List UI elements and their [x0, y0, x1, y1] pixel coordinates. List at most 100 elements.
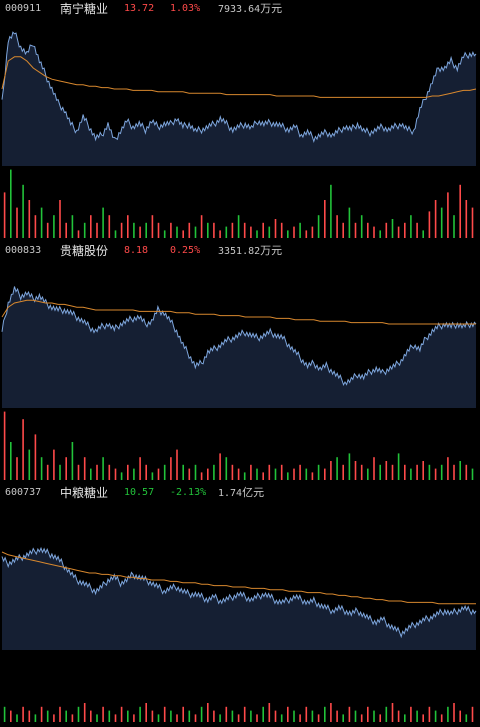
volume-bar: [182, 464, 184, 480]
volume-bar: [262, 706, 264, 722]
volume-bar: [293, 710, 295, 722]
volume-bar: [299, 714, 301, 722]
volume-bar: [447, 457, 449, 480]
volume-bar: [102, 457, 104, 480]
volume-bar: [342, 714, 344, 722]
volume-bar: [287, 472, 289, 480]
volume-bar: [404, 464, 406, 480]
stock-amount: 7933.64万元: [218, 1, 282, 18]
volume-bar: [90, 215, 92, 238]
volume-bar: [3, 706, 6, 722]
volume-bar: [243, 706, 246, 722]
volume-bar: [170, 710, 172, 722]
volume-bar: [428, 706, 431, 722]
volume-bar: [280, 464, 283, 480]
volume-bar: [447, 706, 449, 722]
volume-bar: [385, 461, 388, 480]
volume-bar: [127, 215, 129, 238]
volume-bar: [114, 230, 117, 238]
volume-bar: [280, 714, 283, 722]
amount-value: 3351.82: [218, 246, 261, 257]
volume-bar: [22, 706, 24, 722]
volume-bar: [391, 703, 394, 722]
stock-amount: 1.74亿元: [218, 485, 264, 502]
stock-panel-000911[interactable]: 000911 南宁糖业 13.72 1.03% 7933.64万元: [0, 0, 480, 242]
volume-bar: [200, 215, 203, 238]
volume-bar: [404, 222, 406, 238]
volume-bar: [243, 472, 246, 480]
volume-bar: [188, 222, 191, 238]
price-line: [1, 286, 477, 387]
volume-bar: [250, 464, 252, 480]
volume-bar: [422, 714, 424, 722]
amount-value: 7933.64: [218, 4, 261, 15]
stock-code: 000911: [5, 3, 42, 14]
volume-bar: [453, 464, 455, 480]
volume-bar: [324, 200, 326, 238]
stock-panel-000833[interactable]: 000833 贵糖股份 8.18 0.25% 3351.82万元: [0, 242, 480, 484]
intraday-chart[interactable]: [0, 260, 480, 484]
average-price-line: [1, 299, 476, 325]
volume-bar: [145, 464, 147, 480]
volume-bar: [465, 200, 468, 238]
volume-bar: [225, 226, 228, 238]
price-line: [1, 31, 477, 144]
amount-unit: 万元: [260, 2, 283, 15]
stock-name[interactable]: 南宁糖业: [60, 2, 109, 16]
volume-bar: [305, 706, 308, 722]
volume-bar: [336, 215, 338, 238]
volume-bar: [182, 706, 184, 722]
volume-bar: [410, 706, 412, 722]
volume-bar: [305, 468, 308, 480]
volume-bar: [182, 230, 184, 238]
volume-bar: [96, 222, 98, 238]
volume-bar: [447, 192, 449, 238]
stock-name[interactable]: 中粮糖业: [60, 486, 109, 500]
volume-bar: [163, 464, 166, 480]
volume-bar: [188, 468, 191, 480]
volume-bar: [219, 714, 221, 722]
volume-bar: [330, 703, 332, 722]
volume-bar: [40, 457, 43, 480]
volume-bar: [120, 222, 123, 238]
volume-bar: [354, 710, 357, 722]
volume-bar: [77, 706, 80, 722]
volume-bar: [108, 710, 111, 722]
volume-bar: [127, 464, 129, 480]
volume-bar: [59, 200, 61, 238]
volume-bar: [207, 468, 209, 480]
volume-bar: [459, 710, 461, 722]
stock-panel-600737[interactable]: 600737 中粮糖业 10.57 -2.13% 1.74亿元: [0, 484, 480, 726]
volume-bar: [250, 226, 252, 238]
volume-bar: [157, 468, 160, 480]
volume-bar: [324, 706, 326, 722]
volume-bar: [231, 222, 234, 238]
volume-bar: [397, 710, 400, 722]
volume-bar: [200, 472, 203, 480]
volume-bar: [231, 710, 234, 722]
volume-bar: [225, 706, 228, 722]
volume-bar: [311, 472, 314, 480]
intraday-chart[interactable]: [0, 18, 480, 242]
volume-bar: [330, 461, 332, 480]
volume-bar: [120, 706, 123, 722]
volume-bar: [53, 215, 55, 238]
volume-bar: [422, 461, 424, 480]
volume-bar: [46, 710, 49, 722]
volume-bar: [373, 457, 375, 480]
volume-bar: [34, 434, 37, 480]
volume-bar: [330, 184, 332, 238]
volume-bar: [46, 464, 49, 480]
stock-name[interactable]: 贵糖股份: [60, 244, 109, 258]
stock-header: 000911 南宁糖业 13.72 1.03% 7933.64万元: [0, 0, 480, 18]
volume-bar: [342, 464, 344, 480]
volume-bar: [274, 219, 277, 238]
volume-bar: [440, 714, 443, 722]
volume-bar: [311, 226, 314, 238]
volume-bar: [65, 457, 67, 480]
volume-bar: [391, 464, 394, 480]
volume-bar: [96, 714, 98, 722]
volume-bar: [465, 464, 468, 480]
intraday-chart[interactable]: [0, 502, 480, 726]
volume-bar: [434, 468, 437, 480]
